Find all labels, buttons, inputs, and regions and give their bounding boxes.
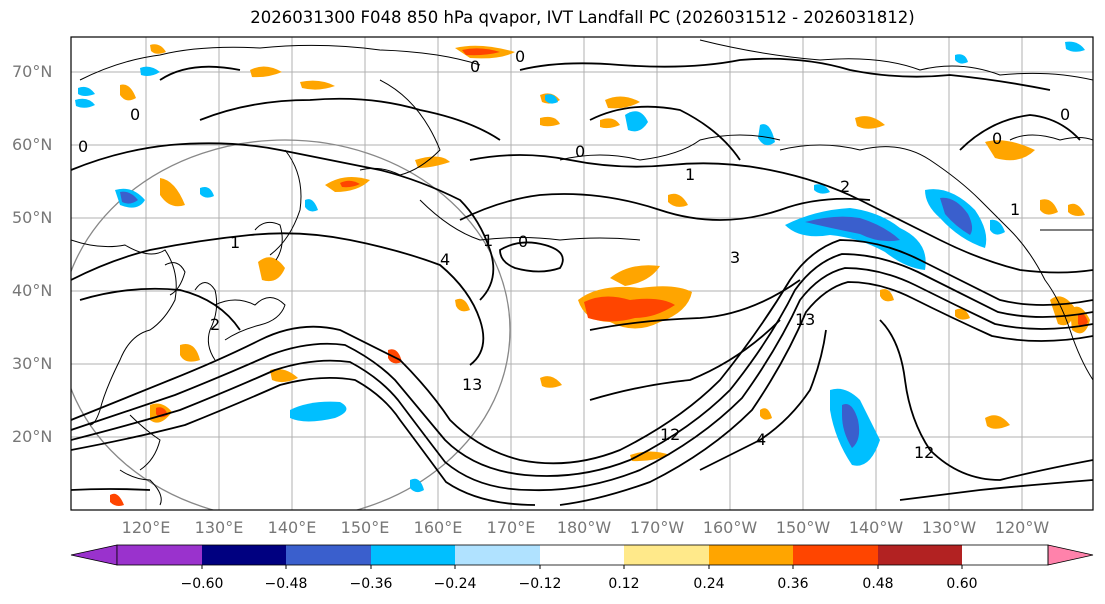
lon-label-130w: 130°W bbox=[921, 518, 977, 537]
contour-label-2: 2 bbox=[840, 177, 850, 196]
contour-label-0: 0 bbox=[518, 232, 528, 251]
colorbar-tick-label: 0.60 bbox=[946, 576, 978, 592]
contour-label-8: 12 bbox=[660, 425, 680, 444]
colorbar-tick-label: −0.12 bbox=[518, 576, 562, 592]
contour-label-1: 1 bbox=[230, 233, 240, 252]
lon-label-160e: 160°E bbox=[413, 518, 463, 537]
coastlines bbox=[71, 39, 1093, 506]
colorbar-tick-label: 0.48 bbox=[862, 576, 894, 592]
contour-label-1: 1 bbox=[483, 231, 493, 250]
colorbar-tick-label: −0.48 bbox=[264, 576, 308, 592]
landfall-region-circle bbox=[71, 139, 511, 510]
lon-label-120w: 120°W bbox=[994, 518, 1050, 537]
map-background bbox=[71, 37, 1093, 510]
lon-label-150w: 150°W bbox=[775, 518, 831, 537]
colorbar-segment bbox=[202, 545, 286, 565]
colorbar bbox=[70, 544, 1094, 569]
colorbar-tick-label: 0.24 bbox=[693, 576, 725, 592]
contour-label-0: 0 bbox=[992, 129, 1002, 148]
colorbar-tick-label: 0.36 bbox=[777, 576, 809, 592]
lon-label-140e: 140°E bbox=[267, 518, 317, 537]
colorbar-extend-high bbox=[1047, 544, 1094, 566]
lat-label-70n: 70°N bbox=[12, 62, 53, 81]
colorbar-segment bbox=[117, 545, 202, 565]
contour-label-9: 13 bbox=[795, 310, 815, 329]
lon-label-140w: 140°W bbox=[848, 518, 904, 537]
colorbar-tick-label: −0.60 bbox=[180, 576, 224, 592]
contour-label-2: 2 bbox=[210, 315, 220, 334]
contour-label-9: 13 bbox=[462, 375, 482, 394]
contour-label-0: 0 bbox=[470, 57, 480, 76]
contour-label-4: 4 bbox=[440, 250, 450, 269]
colorbar-extend-low bbox=[70, 544, 118, 566]
lat-label-60n: 60°N bbox=[12, 135, 53, 154]
colorbar-tick-label: −0.36 bbox=[349, 576, 393, 592]
colorbar-tick-label: 0.12 bbox=[608, 576, 640, 592]
lon-label-170e: 170°E bbox=[486, 518, 536, 537]
colorbar-outline bbox=[116, 544, 1049, 566]
colorbar-segment bbox=[455, 545, 540, 565]
contour-label-1: 1 bbox=[1010, 200, 1020, 219]
lon-label-150e: 150°E bbox=[340, 518, 390, 537]
lat-label-30n: 30°N bbox=[12, 354, 53, 373]
lon-label-160w: 160°W bbox=[702, 518, 758, 537]
lat-label-20n: 20°N bbox=[12, 427, 53, 446]
contour-label-4: 4 bbox=[756, 430, 766, 449]
lon-label-170w: 170°W bbox=[629, 518, 685, 537]
ivt-contours bbox=[71, 57, 1093, 506]
lon-label-120e: 120°E bbox=[121, 518, 171, 537]
contour-label-8: 12 bbox=[914, 443, 934, 462]
contour-label-0: 0 bbox=[78, 137, 88, 156]
contour-labels: 0 0 0 0 0 0 0 0 1 1 1 1 2 2 3 4 4 12 12 … bbox=[78, 47, 1070, 462]
colorbar-segment bbox=[793, 545, 878, 565]
colorbar-segment bbox=[371, 545, 455, 565]
colorbar-segment bbox=[540, 545, 624, 565]
contour-label-0: 0 bbox=[1060, 105, 1070, 124]
colorbar-segment bbox=[286, 545, 371, 565]
lon-label-180w: 180°W bbox=[556, 518, 612, 537]
colorbar-segment bbox=[878, 545, 962, 565]
contour-label-0: 0 bbox=[130, 105, 140, 124]
contour-label-3: 3 bbox=[730, 248, 740, 267]
map-title: 2026031300 F048 850 hPa qvapor, IVT Land… bbox=[250, 8, 915, 27]
map-frame bbox=[70, 36, 1094, 511]
contour-label-0: 0 bbox=[575, 142, 585, 161]
lon-label-130e: 130°E bbox=[194, 518, 244, 537]
qvapor-negative-anomalies bbox=[75, 41, 1085, 493]
contour-label-1: 1 bbox=[685, 165, 695, 184]
qvapor-positive-anomalies bbox=[110, 44, 1090, 506]
lat-label-40n: 40°N bbox=[12, 281, 53, 300]
lat-label-50n: 50°N bbox=[12, 208, 53, 227]
contour-label-0: 0 bbox=[515, 47, 525, 66]
colorbar-segment bbox=[709, 545, 793, 565]
colorbar-segment bbox=[624, 545, 709, 565]
colorbar-tick-label: −0.24 bbox=[433, 576, 477, 592]
